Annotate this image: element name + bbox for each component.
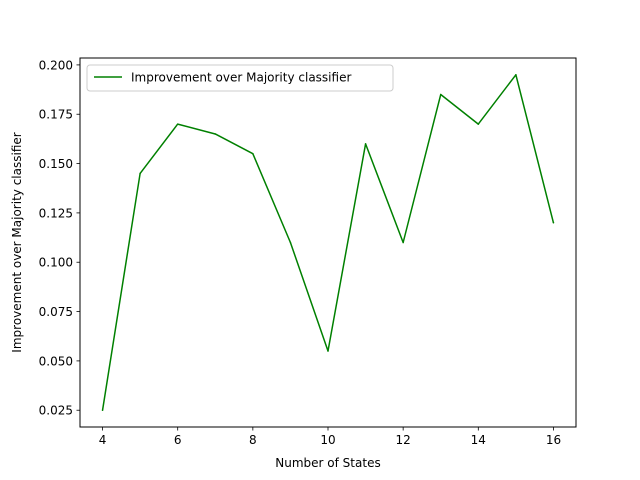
data-point xyxy=(214,133,217,135)
y-tick-label: 0.200 xyxy=(39,58,73,72)
legend-box xyxy=(86,64,394,92)
y-tick-label: 0.050 xyxy=(39,354,73,368)
legend-label: Improvement over Majority classifier xyxy=(131,71,351,85)
data-point xyxy=(101,409,104,411)
data-point xyxy=(176,123,179,125)
y-tick-label: 0.150 xyxy=(39,157,73,171)
data-point xyxy=(552,222,555,224)
x-tick-label: 12 xyxy=(396,433,411,447)
y-axis: 0.025 0.050 0.075 0.100 0.125 0.150 0.175 0.200 xyxy=(39,58,80,418)
data-point xyxy=(439,93,442,96)
legend: Improvement over Majority classifier xyxy=(86,64,394,92)
x-tick-label: 8 xyxy=(249,433,257,447)
x-axis: 4 6 8 10 12 14 16 xyxy=(99,427,561,447)
x-tick-label: 6 xyxy=(174,433,182,447)
data-point xyxy=(139,172,141,175)
x-axis-label: Number of States xyxy=(275,456,380,470)
data-point xyxy=(402,241,404,244)
x-tick-label: 16 xyxy=(546,433,561,447)
data-point xyxy=(327,350,329,352)
plot-marks xyxy=(101,74,555,411)
y-tick-label: 0.125 xyxy=(39,206,73,220)
y-tick-label: 0.025 xyxy=(39,404,73,418)
y-tick-label: 0.175 xyxy=(39,108,73,122)
y-axis-label: Improvement over Majority classifier xyxy=(10,132,24,352)
x-tick-label: 14 xyxy=(471,433,486,447)
x-tick-label: 4 xyxy=(99,433,107,447)
data-point xyxy=(252,152,254,155)
x-tick-label: 10 xyxy=(320,433,335,447)
data-point xyxy=(364,143,367,145)
data-point xyxy=(515,74,517,76)
data-point xyxy=(289,241,292,244)
y-tick-label: 0.075 xyxy=(39,305,73,319)
y-tick-label: 0.100 xyxy=(39,256,73,270)
data-point xyxy=(477,123,480,125)
